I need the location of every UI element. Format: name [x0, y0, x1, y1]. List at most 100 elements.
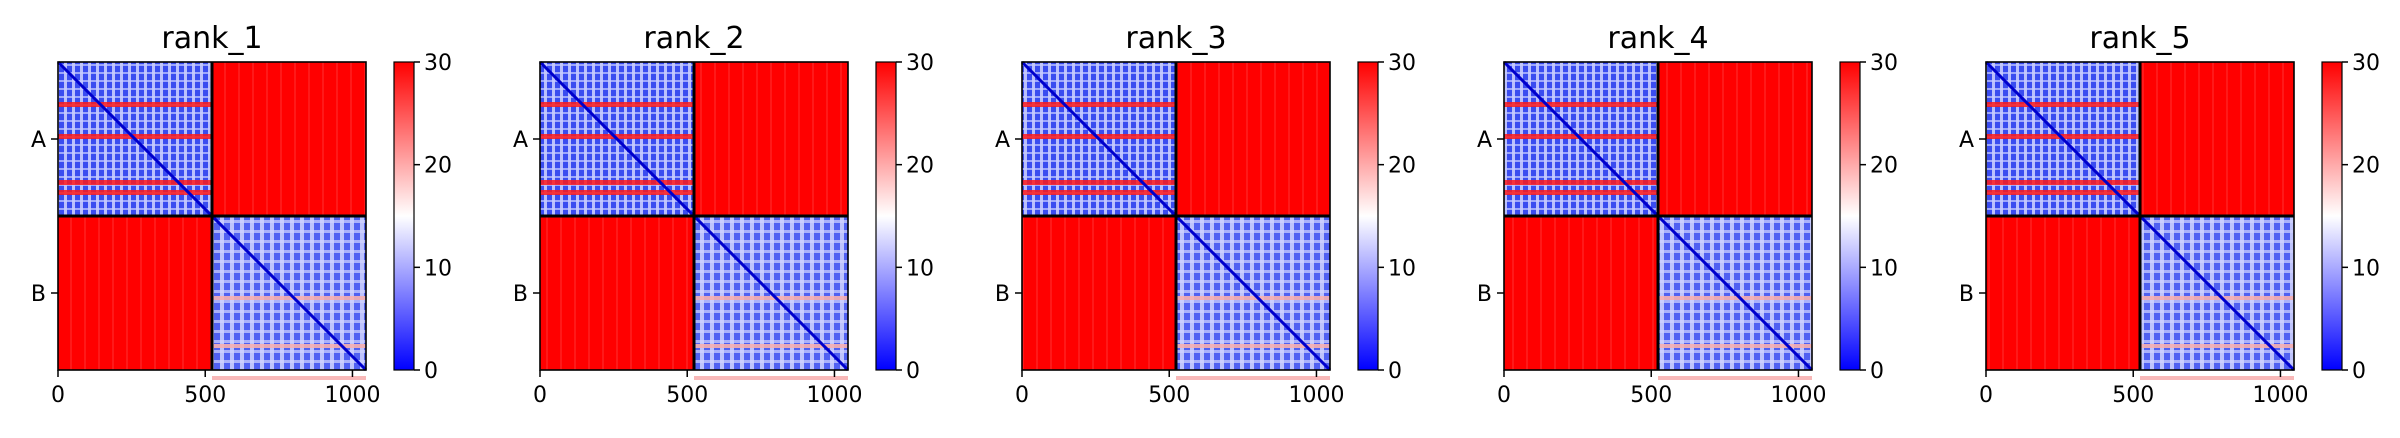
- x-tick-label: 500: [1630, 383, 1672, 408]
- heatmap-block-ba: [1022, 216, 1176, 370]
- y-chain-label: B: [1959, 282, 1974, 307]
- heatmap-stripe: [1986, 102, 2140, 107]
- colorbar-tick-label: 0: [1388, 359, 1402, 384]
- colorbar-tick-label: 20: [906, 154, 934, 179]
- heatmap-stripe: [1022, 102, 1176, 107]
- y-chain-label: A: [1477, 128, 1492, 153]
- heatmap-stripe: [212, 296, 366, 300]
- panel-title: rank_5: [2089, 21, 2190, 56]
- panel-3: rank_3 0 500 1000 A B 0 10 20 30: [995, 21, 1416, 408]
- panel-2: rank_2 0 500 1000 A B 0 10 20 30: [513, 21, 934, 408]
- colorbar-tick-label: 10: [424, 256, 452, 281]
- heatmap-stripe: [58, 190, 212, 195]
- heatmap-stripe: [58, 134, 212, 139]
- panel-title: rank_1: [161, 21, 262, 56]
- y-chain-label: A: [995, 128, 1010, 153]
- x-tick-label: 1000: [1770, 383, 1826, 408]
- colorbar-tick-label: 20: [2352, 154, 2380, 179]
- heatmap-stripe: [540, 190, 694, 195]
- colorbar-tick-label: 10: [1388, 256, 1416, 281]
- panel-title: rank_2: [643, 21, 744, 56]
- x-tick-label: 0: [1979, 383, 1993, 408]
- x-tick-label: 1000: [1288, 383, 1344, 408]
- heatmap-stripe: [694, 344, 848, 348]
- y-chain-label: A: [31, 128, 46, 153]
- heatmap-stripe: [1986, 180, 2140, 185]
- heatmap-block-ab: [212, 62, 366, 216]
- panel-4: rank_4 0 500 1000 A B 0 10 20 30: [1477, 21, 1898, 408]
- colorbar-tick-label: 20: [1388, 154, 1416, 179]
- y-chain-label: B: [1477, 282, 1492, 307]
- heatmap-stripe: [1986, 134, 2140, 139]
- x-tick-label: 0: [533, 383, 547, 408]
- x-tick-label: 500: [666, 383, 708, 408]
- colorbar: [393, 61, 415, 371]
- heatmap-block-ba: [58, 216, 212, 370]
- panel-title: rank_3: [1125, 21, 1226, 56]
- heatmap-stripe: [540, 102, 694, 107]
- colorbar-tick-label: 0: [906, 359, 920, 384]
- colorbar: [875, 61, 897, 371]
- heatmap-stripe: [1658, 376, 1812, 380]
- colorbar-tick-label: 30: [906, 51, 934, 76]
- plot-frame: [1021, 61, 1331, 371]
- heatmap-stripe: [1658, 344, 1812, 348]
- heatmap-stripe: [2140, 376, 2294, 380]
- heatmap-stripe: [212, 344, 366, 348]
- y-chain-label: B: [995, 282, 1010, 307]
- heatmap-stripe: [540, 134, 694, 139]
- colorbar-tick-label: 20: [424, 154, 452, 179]
- plot-frame: [1503, 61, 1813, 371]
- x-tick-label: 1000: [324, 383, 380, 408]
- x-tick-label: 1000: [2252, 383, 2308, 408]
- heatmap-block-ab: [1176, 62, 1330, 216]
- heatmap-stripe: [2140, 296, 2294, 300]
- plot-frame: [1985, 61, 2295, 371]
- heatmap-stripe: [694, 376, 848, 380]
- colorbar-tick-label: 0: [424, 359, 438, 384]
- heatmap-block-ba: [1504, 216, 1658, 370]
- heatmap-stripe: [1176, 296, 1330, 300]
- x-tick-label: 0: [51, 383, 65, 408]
- heatmap-block-ab: [694, 62, 848, 216]
- heatmap-stripe: [1504, 180, 1658, 185]
- heatmap-block-ab: [1658, 62, 1812, 216]
- heatmap-stripe: [212, 376, 366, 380]
- y-chain-label: A: [513, 128, 528, 153]
- panel-1: rank_1 0 500 1000 A B 0 10 20 30: [31, 21, 452, 408]
- heatmap-stripe: [1022, 180, 1176, 185]
- x-tick-label: 0: [1497, 383, 1511, 408]
- colorbar-tick-label: 30: [424, 51, 452, 76]
- y-chain-label: B: [31, 282, 46, 307]
- heatmap-block-ba: [540, 216, 694, 370]
- x-tick-label: 500: [2112, 383, 2154, 408]
- x-tick-label: 0: [1015, 383, 1029, 408]
- heatmap-stripe: [1022, 134, 1176, 139]
- heatmap-stripe: [540, 180, 694, 185]
- heatmap-stripe: [58, 180, 212, 185]
- colorbar-tick-label: 20: [1870, 154, 1898, 179]
- heatmap-stripe: [694, 296, 848, 300]
- colorbar: [2321, 61, 2343, 371]
- heatmap-stripe: [1658, 296, 1812, 300]
- panel-title: rank_4: [1607, 21, 1708, 56]
- heatmap-stripe: [1504, 102, 1658, 107]
- colorbar-tick-label: 0: [2352, 359, 2366, 384]
- x-tick-label: 500: [184, 383, 226, 408]
- heatmap-stripe: [1022, 190, 1176, 195]
- x-tick-label: 1000: [806, 383, 862, 408]
- heatmap-stripe: [1504, 190, 1658, 195]
- colorbar-tick-label: 30: [1388, 51, 1416, 76]
- heatmap-stripe: [1986, 190, 2140, 195]
- plot-frame: [57, 61, 367, 371]
- heatmap-stripe: [58, 102, 212, 107]
- plot-frame: [539, 61, 849, 371]
- heatmap-block-ba: [1986, 216, 2140, 370]
- x-tick-label: 500: [1148, 383, 1190, 408]
- heatmap-block-ab: [2140, 62, 2294, 216]
- colorbar-tick-label: 10: [1870, 256, 1898, 281]
- heatmap-stripe: [1504, 134, 1658, 139]
- heatmap-stripe: [1176, 344, 1330, 348]
- panel-5: rank_5 0 500 1000 A B 0 10 20 30: [1959, 21, 2380, 408]
